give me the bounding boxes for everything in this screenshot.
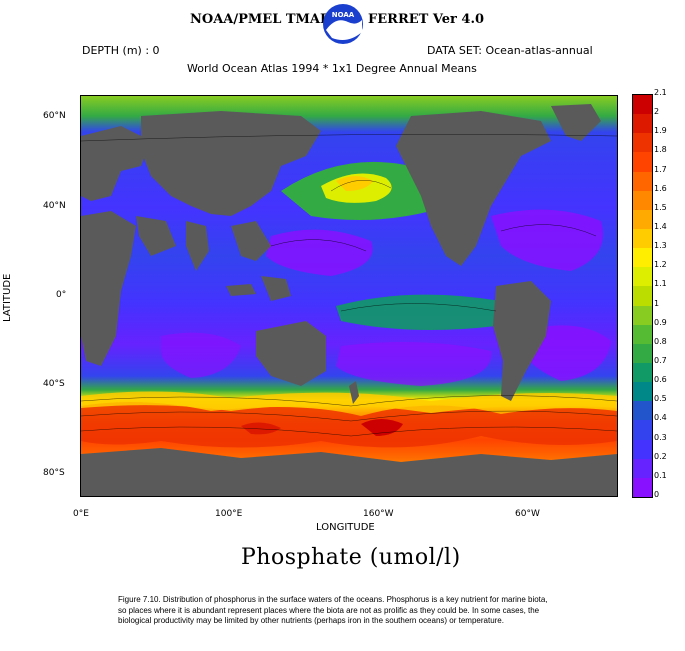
lat-tick-0: 0° <box>56 290 67 300</box>
lon-tick-60w: 60°W <box>515 509 540 519</box>
colorbar-segment <box>633 324 652 345</box>
colorbar-label: 0 <box>654 490 660 499</box>
colorbar-segment <box>633 401 652 421</box>
colorbar-label: 0.6 <box>654 375 667 385</box>
header-right-title: FERRET Ver 4.0 <box>368 12 485 27</box>
x-axis-title: LONGITUDE <box>316 522 375 533</box>
colorbar <box>632 94 653 498</box>
colorbar-label: 0.8 <box>654 336 667 346</box>
colorbar-label: 0.3 <box>654 432 667 442</box>
colorbar-label: 2 <box>654 107 660 117</box>
colorbar-label: 0.5 <box>654 394 667 404</box>
colorbar-label: 0.9 <box>654 317 667 327</box>
depth-label: DEPTH (m) : 0 <box>82 44 160 57</box>
colorbar-label: 1.2 <box>654 260 667 270</box>
colorbar-label: 1.3 <box>654 241 667 251</box>
colorbar-segment <box>633 152 652 173</box>
svg-text:NOAA: NOAA <box>332 11 355 19</box>
colorbar-segment <box>633 171 652 192</box>
lat-tick-60n: 60°N <box>43 111 66 121</box>
colorbar-segment <box>633 190 652 211</box>
dataset-label: DATA SET: Ocean-atlas-annual <box>427 44 593 57</box>
colorbar-label: 2.1 <box>654 88 667 97</box>
colorbar-segment <box>633 114 652 134</box>
colorbar-segment <box>633 248 652 268</box>
figure-caption: Figure 7.10. Distribution of phosphorus … <box>118 595 548 625</box>
colorbar-segment <box>633 95 652 115</box>
lon-tick-160w: 160°W <box>363 509 394 519</box>
colorbar-segment <box>633 229 652 249</box>
land <box>81 104 617 496</box>
colorbar-label: 0.2 <box>654 451 667 461</box>
lat-tick-40s: 40°S <box>43 379 65 389</box>
colorbar-segment <box>633 343 652 364</box>
colorbar-segment <box>633 439 652 460</box>
colorbar-segment <box>633 209 652 230</box>
colorbar-segment <box>633 305 652 326</box>
y-axis-title: LATITUDE <box>2 273 13 322</box>
map-canvas <box>81 96 617 496</box>
colorbar-label: 0.7 <box>654 356 667 365</box>
lat-tick-80s: 80°S <box>43 468 65 478</box>
colorbar-segment <box>633 420 652 441</box>
colorbar-segment <box>633 382 652 402</box>
header-left-title: NOAA/PMEL TMAP <box>190 12 330 27</box>
colorbar-label: 1.1 <box>654 279 667 289</box>
lat-tick-40n: 40°N <box>43 201 66 211</box>
colorbar-segment <box>633 133 652 153</box>
phosphate-map <box>80 95 618 497</box>
colorbar-label: 1.6 <box>654 183 667 193</box>
plot-title: Phosphate (umol/l) <box>241 545 461 570</box>
noaa-logo: NOAA <box>318 2 368 46</box>
colorbar-segment <box>633 286 652 307</box>
lon-tick-100e: 100°E <box>215 509 243 519</box>
colorbar-label: 1.4 <box>654 222 667 231</box>
colorbar-segment <box>633 477 652 498</box>
colorbar-label: 0.1 <box>654 470 667 480</box>
colorbar-label: 1.5 <box>654 202 667 212</box>
colorbar-segment <box>633 363 652 383</box>
lon-tick-0e: 0°E <box>73 509 89 519</box>
equatorial-upwelling <box>336 294 510 330</box>
contour-lines <box>81 134 617 437</box>
colorbar-label: 1.9 <box>654 126 667 136</box>
colorbar-label: 1 <box>654 298 660 308</box>
colorbar-label: 1.7 <box>654 164 667 174</box>
southern-ocean-high <box>81 402 617 448</box>
atlas-subtitle: World Ocean Atlas 1994 * 1x1 Degree Annu… <box>187 62 477 75</box>
colorbar-segment <box>633 458 652 479</box>
colorbar-segment <box>633 267 652 287</box>
colorbar-label: 1.8 <box>654 145 667 155</box>
colorbar-label: 0.4 <box>654 413 667 423</box>
